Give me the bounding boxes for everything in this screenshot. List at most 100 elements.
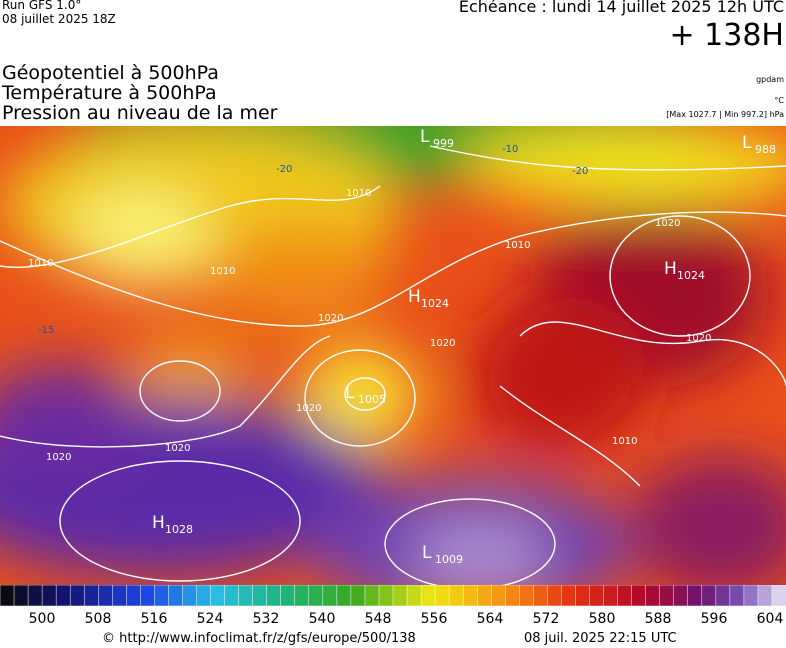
color-swatch	[336, 585, 352, 607]
contour-label: -10	[502, 144, 518, 155]
field-title: Pression au niveau de la mer	[2, 102, 278, 124]
color-swatch	[715, 585, 731, 607]
colorbar-tick-label: 580	[589, 611, 616, 627]
color-swatch	[98, 585, 114, 607]
field-title: Géopotentiel à 500hPa	[2, 62, 219, 84]
color-swatch	[519, 585, 535, 607]
unit: [Max 1027.7 | Min 997.2] hPa	[666, 110, 784, 119]
contour-label: 1010	[28, 258, 53, 269]
pressure-value: 988	[755, 143, 776, 156]
color-swatch	[406, 585, 422, 607]
colorbar-tick-label: 532	[253, 611, 280, 627]
color-swatch	[210, 585, 226, 607]
color-swatch	[69, 585, 85, 607]
color-swatch	[743, 585, 759, 607]
color-swatch	[687, 585, 703, 607]
colorbar-tick-label: 540	[309, 611, 336, 627]
color-swatch	[27, 585, 43, 607]
pressure-kind: H	[664, 259, 677, 279]
color-swatch	[168, 585, 184, 607]
contour-label: 1020	[46, 452, 71, 463]
unit: °C	[774, 96, 784, 105]
color-swatch	[533, 585, 549, 607]
contour-label: -15	[38, 325, 54, 336]
colorbar-tick-label: 516	[141, 611, 168, 627]
color-swatch	[771, 585, 786, 607]
color-swatch	[294, 585, 310, 607]
contour-label: 1020	[318, 313, 343, 324]
color-swatch	[561, 585, 577, 607]
color-swatch	[603, 585, 619, 607]
contour-label: 1020	[296, 403, 321, 414]
color-swatch	[252, 585, 268, 607]
color-swatch	[617, 585, 633, 607]
contour-label: 1010	[612, 436, 637, 447]
field-title: Température à 500hPa	[2, 82, 217, 104]
color-swatch	[547, 585, 563, 607]
contour-label: 1020	[686, 333, 711, 344]
color-swatch	[378, 585, 394, 607]
color-swatch	[491, 585, 507, 607]
colorbar-tick-label: 588	[645, 611, 672, 627]
pressure-kind: L	[422, 543, 432, 563]
echeance: Echéance : lundi 14 juillet 2025 12h UTC	[458, 0, 784, 16]
contour-label: -20	[276, 164, 292, 175]
colorbar-tick-label: 604	[757, 611, 784, 627]
run-date: 08 juillet 2025 18Z	[2, 12, 116, 26]
color-swatch	[280, 585, 296, 607]
color-swatch	[196, 585, 212, 607]
contour-label: 1010	[346, 188, 371, 199]
color-swatch	[322, 585, 338, 607]
color-swatch	[308, 585, 324, 607]
pressure-value: 1024	[421, 297, 449, 310]
isobars	[0, 145, 786, 585]
colorbar-tick-label: 556	[421, 611, 448, 627]
pressure-value: 1024	[677, 269, 705, 282]
temperature-field	[0, 126, 786, 585]
pressure-value: 1028	[165, 523, 193, 536]
color-swatch	[41, 585, 57, 607]
pressure-kind: L	[742, 133, 752, 153]
unit: gpdam	[756, 75, 784, 84]
color-swatch	[364, 585, 380, 607]
color-swatch	[659, 585, 675, 607]
colorbar-tick-label: 548	[365, 611, 392, 627]
color-swatch	[83, 585, 100, 607]
color-swatch	[266, 585, 282, 607]
run-label: Run GFS 1.0°	[2, 0, 82, 12]
color-swatch	[13, 585, 29, 607]
color-swatch	[154, 585, 170, 607]
color-swatch	[182, 585, 198, 607]
color-swatch	[392, 585, 408, 607]
colorbar-tick-label: 524	[197, 611, 224, 627]
color-swatch	[0, 585, 15, 607]
pressure-value: 999	[433, 137, 454, 150]
pressure-kind: H	[152, 513, 165, 533]
pressure-kind: L	[345, 383, 355, 403]
color-swatch	[126, 585, 142, 607]
lead-time: + 138H	[669, 18, 785, 53]
contour-label: 1020	[655, 218, 680, 229]
pressure-value: 1009	[435, 553, 463, 566]
color-swatch	[729, 585, 745, 607]
colorbar-tick-label: 500	[29, 611, 56, 627]
color-swatch	[238, 585, 254, 607]
colorbar-tick-label: 572	[533, 611, 560, 627]
colorbar-tick-label: 564	[477, 611, 504, 627]
color-swatch	[224, 585, 240, 607]
color-swatch	[575, 585, 591, 607]
source-url: © http://www.infoclimat.fr/z/gfs/europe/…	[102, 631, 416, 646]
contour-label: -20	[572, 166, 588, 177]
color-swatch	[476, 585, 493, 607]
color-swatch	[757, 585, 773, 607]
color-swatch	[673, 585, 689, 607]
contour-label: 1020	[430, 338, 455, 349]
color-swatch	[505, 585, 521, 607]
color-swatch	[350, 585, 366, 607]
color-swatch	[55, 585, 71, 607]
color-swatch	[589, 585, 605, 607]
colorbar-tick-label: 596	[701, 611, 728, 627]
contour-label: 1020	[165, 443, 190, 454]
